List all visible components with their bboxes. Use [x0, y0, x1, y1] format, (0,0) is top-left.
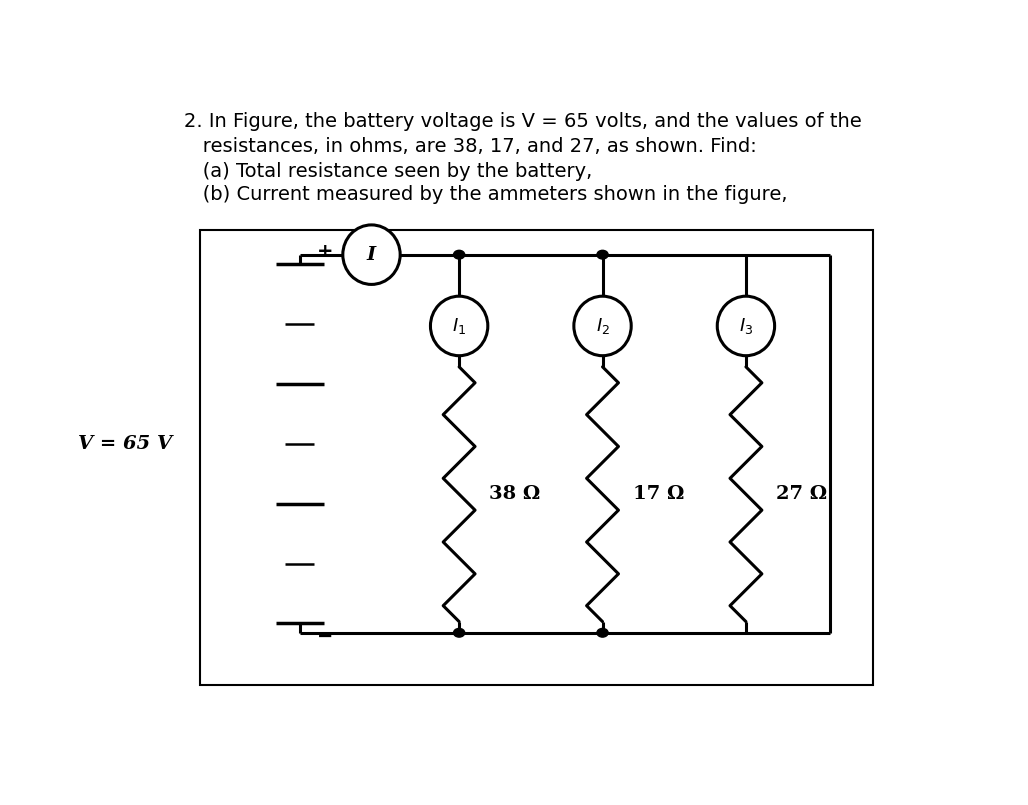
Text: 2. In Figure, the battery voltage is V = 65 volts, and the values of the: 2. In Figure, the battery voltage is V =…: [184, 112, 862, 131]
Ellipse shape: [342, 225, 400, 284]
Text: −: −: [318, 626, 334, 646]
Text: (b) Current measured by the ammeters shown in the figure,: (b) Current measured by the ammeters sho…: [184, 184, 787, 204]
Text: (a) Total resistance seen by the battery,: (a) Total resistance seen by the battery…: [184, 162, 592, 180]
Text: resistances, in ohms, are 38, 17, and 27, as shown. Find:: resistances, in ohms, are 38, 17, and 27…: [184, 137, 757, 156]
Ellipse shape: [718, 296, 775, 356]
Circle shape: [597, 250, 609, 259]
Text: V = 65 V: V = 65 V: [78, 435, 173, 452]
Ellipse shape: [574, 296, 631, 356]
Text: $I_3$: $I_3$: [739, 316, 754, 336]
Ellipse shape: [431, 296, 488, 356]
Text: 17 Ω: 17 Ω: [633, 485, 685, 503]
Circle shape: [453, 250, 465, 259]
Text: I: I: [367, 246, 376, 264]
Circle shape: [597, 629, 609, 637]
FancyBboxPatch shape: [200, 230, 874, 686]
Text: $I_2$: $I_2$: [595, 316, 610, 336]
Text: +: +: [318, 242, 334, 261]
Circle shape: [453, 629, 465, 637]
Text: 27 Ω: 27 Ω: [776, 485, 828, 503]
Text: 38 Ω: 38 Ω: [489, 485, 541, 503]
Text: $I_1$: $I_1$: [452, 316, 467, 336]
